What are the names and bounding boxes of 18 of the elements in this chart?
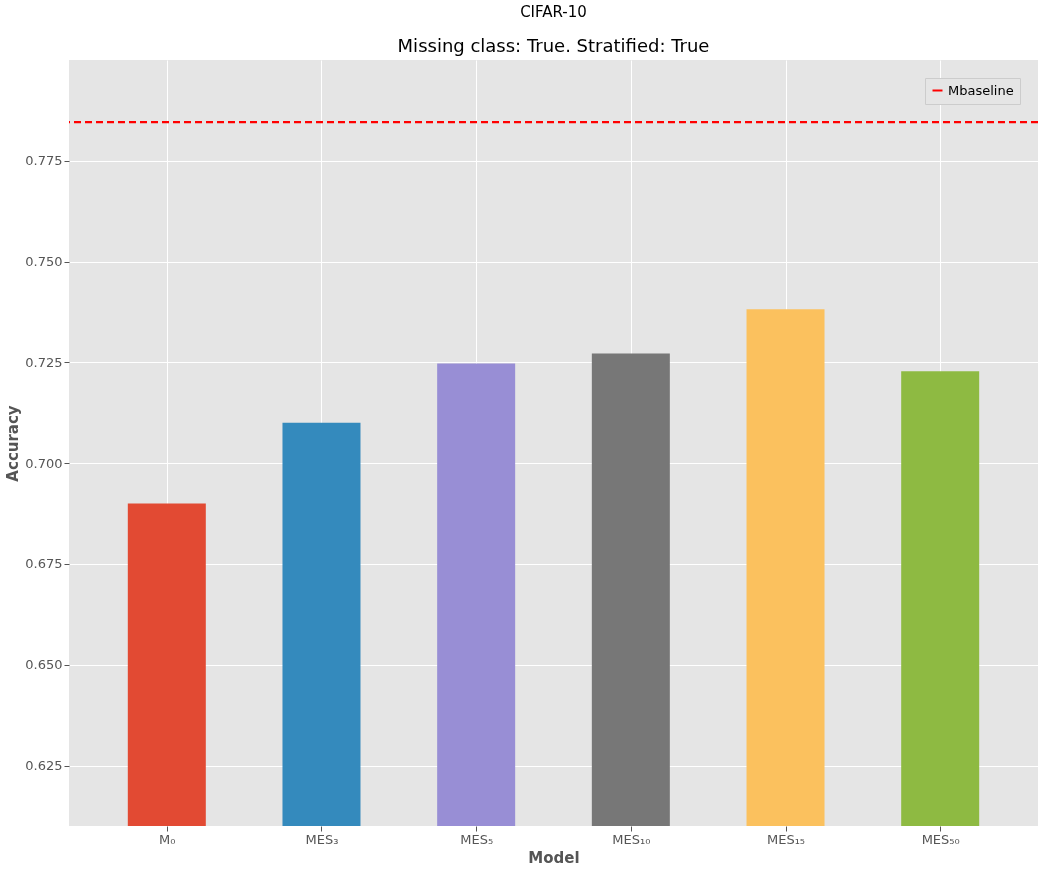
x-tick-label: MES₃	[305, 831, 339, 847]
x-tick-label: MES₅₀	[921, 831, 960, 847]
x-tick-label: MES₅	[460, 831, 494, 847]
y-tick-label: 0.725	[25, 354, 63, 370]
y-tick-label: 0.700	[25, 455, 63, 471]
chart-subtitle: Missing class: True. Stratified: True	[397, 35, 710, 56]
x-tick-label: MES₁₀	[612, 831, 651, 847]
y-tick-label: 0.775	[25, 153, 63, 169]
chart-title: CIFAR-10	[520, 3, 587, 21]
y-axis-title: Accuracy	[4, 405, 23, 482]
x-tick-label: M₀	[159, 831, 176, 847]
x-axis-title: Model	[528, 848, 580, 867]
y-tick-label: 0.625	[25, 758, 63, 774]
legend-label: Mbaseline	[948, 82, 1014, 98]
y-tick-label: 0.750	[25, 254, 63, 270]
y-tick-label: 0.650	[25, 657, 63, 673]
x-tick-label: MES₁₅	[766, 831, 806, 847]
y-tick-label: 0.675	[25, 556, 63, 572]
